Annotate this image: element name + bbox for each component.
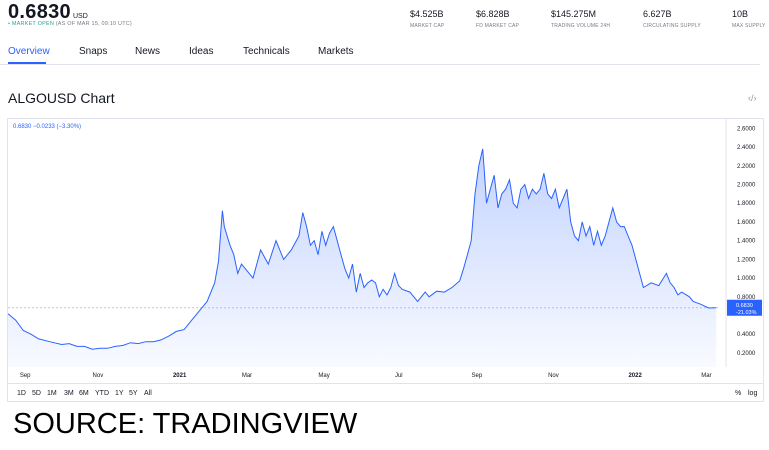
market-status: • MARKET OPEN (AS OF MAR 15, 09:10 UTC): [8, 21, 132, 27]
range-1m-button[interactable]: 1M: [47, 390, 57, 397]
range-all-button[interactable]: All: [144, 390, 152, 397]
stat-value: $4.525B: [410, 9, 444, 19]
price-chart[interactable]: 2.6000 2.4000 2.2000 2.0000 1.8000 1.6000 1.40…: [8, 119, 763, 383]
range-5d-button[interactable]: 5D: [32, 390, 41, 397]
percent-scale-toggle[interactable]: %: [735, 390, 742, 397]
y-tick-label: 2.6000: [737, 126, 756, 132]
y-tick-label: 1.6000: [737, 220, 756, 226]
y-tick-label: 0.8000: [737, 295, 756, 301]
tab-markets[interactable]: Markets: [318, 46, 354, 57]
price-area: [8, 148, 717, 367]
stat-label: FD MARKET CAP: [476, 23, 520, 29]
range-6m-button[interactable]: 6M: [79, 390, 89, 397]
stat-trading-volume: $145.275M TRADING VOLUME 24H: [551, 9, 610, 29]
tab-overview[interactable]: Overview: [8, 46, 50, 57]
stat-value: $6.828B: [476, 9, 510, 19]
log-scale-toggle[interactable]: log: [748, 390, 758, 397]
stat-market-cap: $4.525B MARKET CAP: [410, 9, 444, 29]
x-tick-label: Sep: [20, 373, 31, 379]
x-tick-label: Sep: [472, 373, 483, 379]
x-tick-label: Nov: [93, 373, 104, 379]
chart-container[interactable]: 2.6000 2.4000 2.2000 2.0000 1.8000 1.6000 1.40…: [7, 118, 764, 402]
tab-technicals[interactable]: Technicals: [243, 46, 290, 57]
y-tick-label: 0.4000: [737, 332, 756, 338]
y-tick-label: 2.2000: [737, 164, 756, 170]
x-tick-label: Nov: [548, 373, 559, 379]
x-tick-label: 2022: [628, 373, 642, 379]
x-tick-label: Mar: [242, 373, 252, 379]
stat-label: CIRCULATING SUPPLY: [643, 23, 701, 29]
y-tick-label: 2.0000: [737, 183, 756, 189]
stat-value: 6.627B: [643, 9, 672, 19]
price-line: [8, 148, 717, 350]
active-tab-indicator: [8, 62, 46, 64]
y-tick-label: 2.4000: [737, 145, 756, 151]
range-3m-button[interactable]: 3M: [64, 390, 74, 397]
price-block: 0.6830 USD: [8, 2, 88, 22]
current-price-badge: [727, 299, 762, 316]
stat-label: MAX SUPPLY: [732, 23, 766, 29]
y-tick-label: 1.0000: [737, 276, 756, 282]
stat-fd-market-cap: $6.828B FD MARKET CAP: [476, 9, 519, 29]
stat-label: MARKET CAP: [410, 23, 445, 29]
stat-value: $145.275M: [551, 9, 597, 19]
last-price: 0.6830: [8, 1, 71, 23]
market-open-dot: •: [8, 21, 11, 27]
stat-max-supply: 10B MAX SUPPLY: [732, 9, 766, 29]
chart-title: ALGOUSD Chart: [8, 90, 115, 106]
x-tick-label: Mar: [701, 373, 711, 379]
x-tick-label: 2021: [173, 373, 187, 379]
x-tick-label: May: [318, 373, 329, 379]
stat-value: 10B: [732, 9, 749, 19]
range-1y-button[interactable]: 1Y: [115, 390, 124, 397]
y-tick-label: 0.2000: [737, 351, 756, 357]
chart-legend: 0.6830 −0.0233 (−3.30%): [13, 124, 82, 130]
code-embed-icon[interactable]: ‹/›: [748, 93, 757, 103]
current-price-badge-value: 0.6830: [736, 303, 753, 309]
y-tick-label: 1.8000: [737, 201, 756, 207]
range-ytd-button[interactable]: YTD: [95, 390, 109, 397]
y-tick-label: 1.2000: [737, 257, 756, 263]
tab-news[interactable]: News: [135, 46, 161, 57]
stat-label: TRADING VOLUME 24H: [551, 23, 611, 29]
tab-ideas[interactable]: Ideas: [189, 46, 214, 57]
source-caption: SOURCE: TRADINGVIEW: [13, 408, 358, 440]
symbol-tabs: Overview Snaps News Ideas Technicals Mar…: [0, 43, 760, 65]
stat-circulating-supply: 6.627B CIRCULATING SUPPLY: [643, 9, 701, 29]
range-1d-button[interactable]: 1D: [17, 390, 26, 397]
range-5y-button[interactable]: 5Y: [129, 390, 138, 397]
y-tick-label: 1.4000: [737, 239, 756, 245]
range-selector: 1D 5D 1M 3M 6M YTD 1Y 5Y All % log: [8, 383, 763, 402]
market-open-label: MARKET OPEN: [11, 21, 55, 27]
market-status-time: (AS OF MAR 15, 09:10 UTC): [55, 21, 132, 27]
x-tick-label: Jul: [395, 373, 403, 379]
tab-snaps[interactable]: Snaps: [79, 46, 108, 57]
quote-header: 0.6830 USD • MARKET OPEN (AS OF MAR 15, …: [0, 0, 769, 40]
current-price-badge-change: -21.03%: [736, 310, 757, 316]
price-currency: USD: [72, 13, 88, 20]
